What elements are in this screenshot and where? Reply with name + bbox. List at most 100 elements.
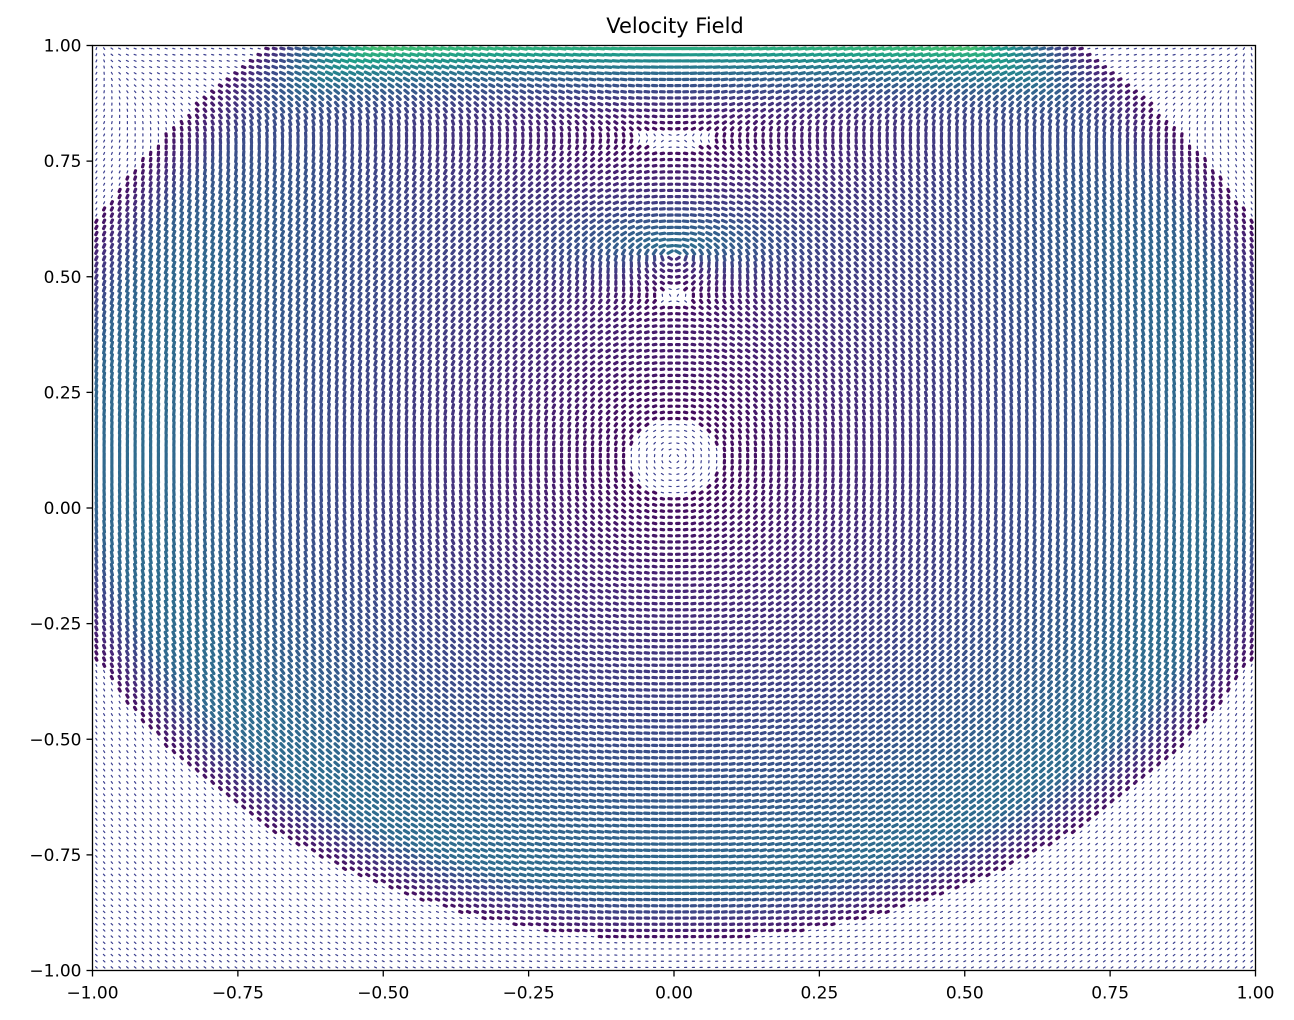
vector-arrow <box>434 891 441 896</box>
vector-arrow <box>852 866 861 872</box>
vector-arrow <box>735 860 744 865</box>
vector-arrow <box>852 872 860 878</box>
vector-arrow <box>736 823 744 828</box>
vector-arrow <box>790 786 798 791</box>
vector-arrow <box>203 935 207 938</box>
vector-arrow <box>281 898 284 901</box>
vector-arrow <box>296 923 300 926</box>
vector-arrow <box>854 941 858 944</box>
vector-arrow <box>550 804 558 810</box>
vector-arrow <box>219 861 222 864</box>
vector-arrow <box>1110 947 1114 951</box>
vector-arrow <box>319 935 323 938</box>
vector-arrow <box>466 941 471 944</box>
vector-arrow <box>442 891 449 896</box>
vector-arrow <box>412 966 416 969</box>
vector-arrow <box>891 860 899 866</box>
vector-arrow <box>844 773 853 779</box>
vector-arrow <box>335 923 339 926</box>
vector-arrow <box>442 885 449 890</box>
vector-arrow <box>234 910 238 914</box>
vector-arrow <box>472 872 480 878</box>
vector-arrow <box>901 947 905 950</box>
vector-arrow <box>133 836 137 840</box>
vector-arrow <box>844 829 853 835</box>
vector-arrow <box>1102 910 1106 914</box>
vector-arrow <box>813 810 822 816</box>
vector-arrow <box>110 793 114 797</box>
vector-arrow <box>774 804 783 810</box>
vector-arrow <box>263 773 271 780</box>
vector-arrow <box>535 909 542 914</box>
vector-arrow <box>511 872 519 878</box>
vector-arrow <box>1165 818 1168 821</box>
vector-arrow <box>932 917 936 920</box>
vector-arrow <box>318 816 325 823</box>
vector-arrow <box>774 835 783 841</box>
vector-arrow <box>868 909 875 914</box>
vector-arrow <box>916 917 920 920</box>
vector-arrow <box>1149 879 1153 883</box>
vector-arrow <box>281 879 284 883</box>
vector-arrow <box>180 848 183 852</box>
vector-arrow <box>1079 892 1083 895</box>
vector-arrow <box>798 829 806 834</box>
vector-arrow <box>1079 886 1083 889</box>
vector-arrow <box>1095 947 1098 951</box>
vector-arrow <box>318 854 324 859</box>
vector-arrow <box>511 903 519 908</box>
vector-arrow <box>1219 953 1222 957</box>
vector-arrow <box>364 767 372 774</box>
vector-arrow <box>736 805 744 810</box>
vector-arrow <box>312 904 315 907</box>
vector-arrow <box>172 873 176 877</box>
vector-arrow <box>893 947 897 950</box>
vector-arrow <box>435 917 440 920</box>
vector-arrow <box>395 791 403 798</box>
vector-arrow <box>791 916 798 920</box>
vector-arrow <box>1188 848 1191 852</box>
vector-arrow <box>1071 910 1075 914</box>
vector-arrow <box>1002 935 1006 938</box>
vector-arrow <box>371 785 380 792</box>
vector-arrow <box>1250 941 1253 945</box>
vector-arrow <box>1102 842 1106 846</box>
vector-arrow <box>404 910 409 913</box>
vector-arrow <box>883 878 891 884</box>
vector-arrow <box>348 791 356 798</box>
vector-arrow <box>901 923 905 926</box>
vector-arrow <box>1219 867 1222 871</box>
vector-arrow <box>1007 779 1015 786</box>
vector-arrow <box>1203 848 1207 852</box>
vector-arrow <box>543 916 550 920</box>
vector-arrow <box>914 866 922 872</box>
vector-arrow <box>759 792 767 797</box>
vector-arrow <box>102 818 106 821</box>
vector-arrow <box>472 847 481 853</box>
vector-arrow <box>611 848 620 853</box>
vector-arrow <box>906 810 915 816</box>
vector-arrow <box>1133 861 1137 864</box>
vector-arrow <box>411 885 418 890</box>
vector-arrow <box>860 779 868 785</box>
vector-arrow <box>938 885 945 890</box>
vector-arrow <box>1203 947 1207 951</box>
vector-arrow <box>1196 879 1199 883</box>
vector-arrow <box>333 841 340 847</box>
vector-arrow <box>372 872 379 878</box>
vector-arrow <box>1227 793 1230 797</box>
vector-arrow <box>914 791 922 798</box>
vector-arrow <box>195 910 199 914</box>
vector-arrow <box>1071 935 1075 938</box>
vector-arrow <box>118 873 121 877</box>
vector-arrow <box>195 904 199 908</box>
vector-arrow <box>418 791 426 798</box>
vector-arrow <box>735 866 744 871</box>
vector-arrow <box>978 960 982 963</box>
vector-arrow <box>860 829 868 835</box>
vector-arrow <box>102 922 106 926</box>
vector-arrow <box>443 941 447 944</box>
vector-arrow <box>1031 816 1038 823</box>
vector-arrow <box>157 904 160 908</box>
vector-arrow <box>1054 804 1061 810</box>
